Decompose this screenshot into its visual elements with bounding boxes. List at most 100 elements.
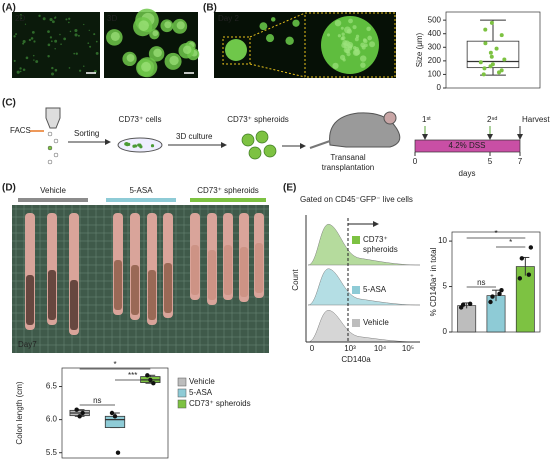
cell (367, 35, 372, 41)
group-label: CD73⁺ spheroids (197, 186, 259, 195)
cell (369, 41, 376, 48)
point (496, 70, 501, 75)
colon-distal (224, 245, 232, 295)
histogram (307, 224, 421, 266)
point (497, 291, 502, 297)
cell (150, 144, 155, 148)
point (489, 54, 494, 59)
colon-distal (240, 247, 248, 297)
timeline-tick-label: 5 (488, 157, 493, 166)
cell-speck (42, 17, 46, 21)
point (481, 72, 486, 77)
sig-label: * (509, 238, 512, 247)
cell (139, 145, 143, 149)
point (517, 276, 523, 281)
cell-speck (32, 54, 35, 57)
spheroid (255, 130, 269, 144)
group-label: Vehicle (40, 186, 66, 195)
y-tick-label: 5 (443, 282, 448, 291)
timeline-tick-label: 7 (518, 157, 523, 166)
point (488, 50, 493, 55)
axis-label: CD140a (341, 355, 371, 364)
colon-distal (164, 263, 172, 313)
zoom-line (249, 63, 306, 78)
spheroid (266, 35, 272, 40)
sig-label: ns (477, 278, 485, 287)
cell (125, 143, 129, 147)
colon-distal (148, 270, 156, 320)
cell-speck (33, 59, 35, 61)
histogram (307, 268, 421, 306)
legend-swatch (177, 377, 187, 387)
cell-speck (51, 66, 54, 70)
spheroid-core (182, 45, 192, 55)
spheroid (259, 22, 268, 31)
spheroid-core (141, 61, 151, 72)
cell-speck (15, 33, 17, 36)
cell-speck (24, 23, 27, 25)
group-bar (106, 198, 176, 202)
bar (457, 305, 477, 333)
y-tick-label: 300 (428, 42, 442, 51)
spheroid-core (126, 53, 135, 62)
spheroid (270, 17, 276, 22)
event-label: 2ⁿᵈ (487, 115, 497, 124)
point (483, 41, 488, 46)
legend-label: Vehicle (189, 377, 215, 386)
cell-speck (77, 34, 80, 37)
axis-label: % CD140a⁺ in total (429, 247, 438, 316)
flow-tick-label: 0 (310, 344, 315, 353)
cell-speck (63, 37, 67, 41)
image-label: 3D (107, 14, 117, 23)
y-tick-label: 100 (428, 70, 442, 79)
y-tick-label: 0 (437, 83, 442, 92)
point (519, 256, 525, 261)
point (482, 66, 487, 71)
panel-label: (D) (2, 183, 16, 194)
legend-label: CD73⁺ spheroids (189, 399, 251, 408)
point (502, 57, 507, 62)
cell-speck (54, 39, 58, 43)
point (490, 294, 495, 299)
cell-speck (68, 67, 71, 69)
cell (342, 39, 348, 46)
cell-speck (13, 59, 16, 62)
point (467, 301, 473, 307)
cell-speck (47, 30, 50, 34)
image-label: 2D (15, 14, 25, 23)
cell-speck (13, 35, 16, 38)
cell-speck (19, 70, 22, 73)
cell-speck (19, 14, 23, 17)
spheroid-core (110, 31, 120, 41)
spheroid-core (176, 21, 185, 30)
point (489, 20, 494, 25)
timeline-tick-label: 0 (413, 157, 418, 166)
timeline-axis-label: days (459, 169, 476, 178)
cell-speck (65, 18, 68, 21)
cell (360, 62, 366, 68)
y-tick-label: 10 (438, 236, 447, 245)
cell (362, 38, 367, 42)
dss-bar (414, 139, 521, 153)
point (112, 414, 118, 419)
cell (341, 32, 345, 36)
droplet (47, 159, 53, 165)
cell-speck (93, 70, 97, 73)
cell (360, 55, 367, 62)
zoom-box (222, 36, 251, 65)
droplet (47, 131, 53, 137)
legend-label: CD73⁺ (363, 235, 388, 244)
cell (366, 26, 371, 32)
cell-speck (47, 43, 51, 47)
spheroid (292, 19, 300, 27)
histogram (307, 310, 421, 343)
step-label: CD73⁺ spheroids (227, 115, 289, 124)
plot-frame (61, 367, 169, 459)
cell-speck (16, 70, 20, 74)
spheroid (263, 144, 277, 158)
y-tick-label: 5.5 (46, 448, 58, 457)
cell-speck (75, 52, 78, 55)
cell-speck (93, 33, 96, 36)
cell (354, 37, 359, 42)
cell-speck (22, 42, 25, 45)
